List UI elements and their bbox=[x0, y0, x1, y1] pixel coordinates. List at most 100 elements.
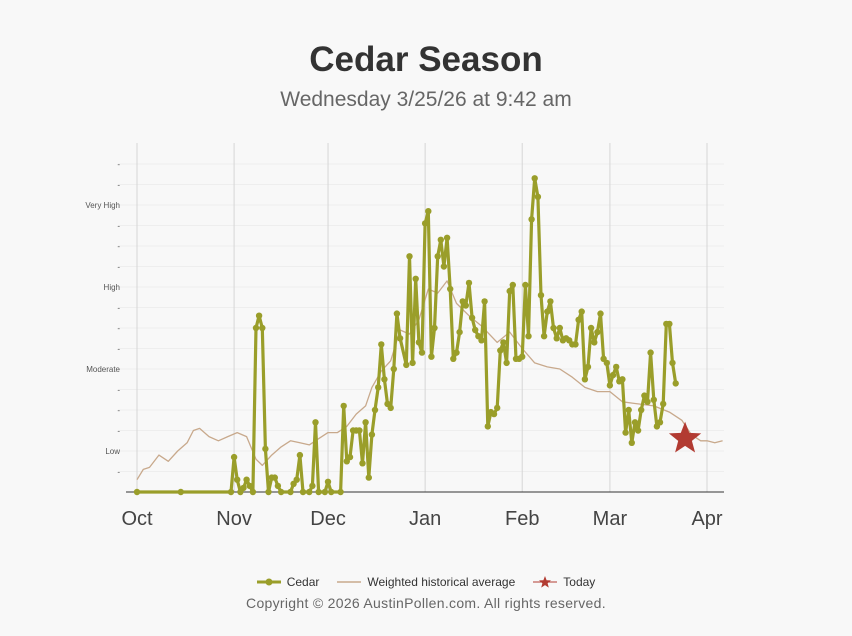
cedar-point bbox=[547, 298, 554, 305]
cedar-point bbox=[306, 488, 313, 496]
y-tick-label: Low bbox=[105, 447, 120, 456]
cedar-point bbox=[309, 482, 316, 490]
cedar-point bbox=[375, 384, 382, 391]
cedar-point bbox=[240, 484, 247, 492]
historical-average-line bbox=[136, 280, 723, 481]
cedar-point bbox=[656, 419, 664, 426]
cedar-point bbox=[641, 392, 648, 399]
cedar-point bbox=[669, 359, 676, 367]
cedar-point bbox=[277, 488, 285, 496]
cedar-point bbox=[660, 400, 667, 408]
cedar-point bbox=[625, 406, 632, 414]
y-tick-label: - bbox=[117, 468, 120, 477]
cedar-point bbox=[234, 476, 241, 483]
cedar-point bbox=[387, 404, 394, 412]
cedar-point bbox=[556, 324, 563, 332]
cedar-point bbox=[428, 353, 435, 360]
cedar-point bbox=[287, 488, 294, 496]
x-tick-label: Nov bbox=[216, 508, 252, 530]
cedar-point bbox=[534, 193, 542, 200]
cedar-point bbox=[644, 398, 651, 405]
cedar-point bbox=[572, 341, 579, 348]
cedar-point bbox=[365, 474, 372, 481]
x-tick-label: Jan bbox=[409, 508, 441, 530]
cedar-point bbox=[421, 220, 429, 227]
cedar-point bbox=[587, 324, 595, 332]
x-tick-label: Apr bbox=[691, 508, 722, 530]
chart-subtitle: Wednesday 3/25/26 at 9:42 am bbox=[280, 88, 572, 111]
cedar-point bbox=[544, 308, 551, 315]
cedar-point bbox=[478, 337, 485, 344]
cedar-point bbox=[440, 263, 448, 270]
cedar-point bbox=[431, 324, 438, 332]
cedar-point bbox=[434, 253, 441, 260]
cedar-point bbox=[613, 363, 620, 371]
cedar-point bbox=[425, 208, 432, 215]
cedar-point bbox=[500, 339, 507, 346]
cedar-point bbox=[650, 396, 657, 403]
cedar-point bbox=[252, 324, 260, 332]
legend-item-historical-average[interactable]: Weighted historical average bbox=[337, 575, 515, 589]
cedar-point bbox=[371, 406, 379, 414]
legend-item-today[interactable]: Today bbox=[533, 575, 595, 589]
cedar-point bbox=[177, 488, 184, 496]
cedar-point bbox=[666, 320, 673, 328]
y-tick-label: - bbox=[117, 242, 120, 251]
y-tick-label: Very High bbox=[85, 201, 120, 210]
y-tick-label: - bbox=[117, 263, 120, 272]
cedar-point bbox=[293, 476, 300, 483]
legend-label-historical-average: Weighted historical average bbox=[367, 575, 516, 589]
cedar-points bbox=[133, 175, 679, 496]
cedar-point bbox=[362, 419, 369, 426]
cedar-point bbox=[359, 460, 366, 467]
historical-line-marker-icon bbox=[337, 581, 362, 583]
cedar-point bbox=[494, 404, 501, 412]
cedar-point bbox=[249, 488, 257, 496]
cedar-point bbox=[415, 339, 423, 346]
cedar-point bbox=[437, 236, 444, 243]
legend-item-cedar[interactable]: Cedar bbox=[256, 575, 319, 589]
cedar-point bbox=[409, 359, 416, 367]
x-tick-label: Dec bbox=[310, 508, 346, 530]
cedar-point bbox=[447, 285, 454, 293]
cedar-point bbox=[403, 361, 410, 369]
cedar-point bbox=[634, 427, 642, 434]
cedar-point bbox=[462, 302, 469, 309]
cedar-point bbox=[381, 376, 388, 383]
y-tick-label: - bbox=[117, 304, 120, 313]
cedar-point bbox=[522, 281, 529, 289]
cedar-point bbox=[324, 478, 332, 485]
cedar-point bbox=[227, 488, 235, 496]
cedar-point bbox=[393, 310, 401, 317]
cedar-point bbox=[606, 382, 614, 389]
cedar-point bbox=[468, 314, 476, 321]
cedar-point bbox=[550, 324, 557, 332]
cedar-point bbox=[299, 488, 307, 496]
cedar-point bbox=[315, 488, 322, 496]
x-tick-label: Oct bbox=[121, 508, 153, 530]
cedar-point bbox=[509, 281, 516, 289]
cedar-point bbox=[133, 488, 141, 496]
cedar-point bbox=[597, 310, 604, 317]
cedar-point bbox=[609, 371, 617, 379]
y-tick-label: - bbox=[117, 386, 120, 395]
cedar-point bbox=[622, 429, 629, 436]
cedar-point bbox=[481, 298, 488, 305]
cedar-point bbox=[296, 451, 304, 459]
cedar-point bbox=[506, 287, 513, 295]
cedar-point bbox=[255, 312, 263, 319]
cedar-point bbox=[537, 292, 545, 299]
cedar-point bbox=[453, 349, 460, 356]
cedar-point bbox=[230, 453, 238, 461]
cedar-point bbox=[603, 359, 610, 367]
today-star-marker-icon bbox=[533, 576, 558, 588]
cedar-point bbox=[262, 445, 269, 453]
y-tick-label: - bbox=[117, 406, 120, 415]
cedar-point bbox=[450, 355, 457, 362]
cedar-point bbox=[628, 439, 635, 446]
cedar-point bbox=[396, 335, 404, 342]
cedar-point bbox=[346, 453, 354, 461]
cedar-point bbox=[528, 216, 535, 223]
x-tick-label: Mar bbox=[593, 508, 628, 530]
